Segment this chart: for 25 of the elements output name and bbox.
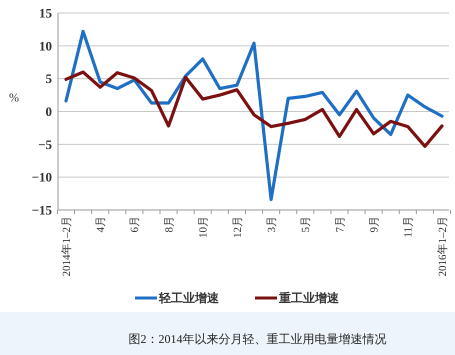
y-tick-label: 5 [46, 71, 52, 86]
x-tick-label: 5月 [300, 216, 312, 232]
x-tick-label: 9月 [368, 216, 380, 232]
y-tick-label: 0 [46, 104, 52, 120]
legend-label: 轻工业增速 [158, 291, 220, 306]
x-tick-label: 4月 [95, 216, 108, 232]
line-series [64, 70, 444, 148]
y-tick-label: −5 [38, 136, 52, 152]
line-series [64, 30, 444, 202]
x-tick-label: 10月 [198, 216, 210, 238]
text: 图2：2014年以来分月轻、重工业用电量增速情况 [128, 332, 386, 346]
y-tick-label: 15 [39, 6, 52, 21]
x-tick-label: 6月 [129, 216, 142, 232]
x-tick-label: 12月 [232, 216, 244, 238]
x-tick-label: 2014年1–2月 [60, 216, 73, 276]
y-axis-title: % [9, 90, 19, 104]
y-tick-label: −15 [32, 202, 52, 218]
x-tick-label: 7月 [334, 216, 346, 232]
x-tick-label: 2016年1–2月 [436, 216, 449, 276]
y-tick-label: 10 [39, 38, 52, 54]
x-tick-label: 11月 [402, 216, 415, 238]
x-tick-label: 3月 [266, 216, 278, 232]
x-tick-label: 8月 [163, 216, 176, 232]
legend-label: 重工业增速 [278, 291, 340, 306]
y-tick-label: −10 [32, 170, 52, 185]
